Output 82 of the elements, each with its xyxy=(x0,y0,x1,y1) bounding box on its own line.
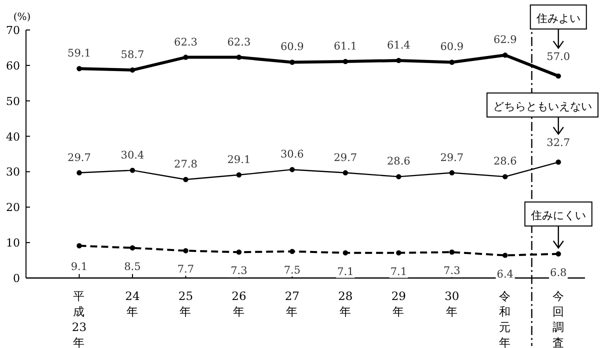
data-label: 30.6 xyxy=(280,148,304,161)
data-label: 7.3 xyxy=(444,265,460,278)
data-label: 29.1 xyxy=(227,154,251,166)
data-label: 58.7 xyxy=(120,49,144,62)
point xyxy=(396,174,402,180)
point xyxy=(502,52,508,58)
point xyxy=(290,248,295,254)
data-label: 60.9 xyxy=(280,41,304,54)
data-label: 61.1 xyxy=(334,40,358,53)
x-tick-label: 25年 xyxy=(178,289,194,318)
data-label: 6.8 xyxy=(550,266,567,279)
text: 住みにくい xyxy=(530,209,586,222)
point xyxy=(556,251,561,257)
x-tick-label: 29年 xyxy=(391,289,406,318)
y-tick-label: 40 xyxy=(6,130,20,144)
y-tick-label: 20 xyxy=(6,201,20,214)
point xyxy=(76,170,82,176)
data-label: 7.1 xyxy=(390,266,408,278)
data-label: 7.3 xyxy=(230,265,248,278)
data-label: 29.7 xyxy=(334,152,358,164)
point xyxy=(183,54,188,60)
y-tick-label: 50 xyxy=(6,94,20,108)
point xyxy=(236,250,242,255)
x-tick-label: 平成23年 xyxy=(72,289,87,348)
point xyxy=(342,170,348,176)
data-label: 28.6 xyxy=(386,156,411,168)
y-tick-label: 70 xyxy=(6,24,20,37)
data-label: 57.0 xyxy=(546,51,570,64)
data-label: 61.4 xyxy=(386,39,411,52)
point xyxy=(130,67,136,73)
data-label: 60.9 xyxy=(440,41,464,54)
point xyxy=(396,250,402,256)
point xyxy=(396,58,402,64)
data-label: 27.8 xyxy=(174,158,198,171)
point xyxy=(449,250,455,255)
y-tick-label: 0 xyxy=(13,272,20,285)
point xyxy=(130,168,136,173)
data-label: 29.7 xyxy=(68,152,91,164)
data-label: 6.4 xyxy=(496,268,514,280)
data-label: 7.1 xyxy=(337,266,354,278)
point xyxy=(236,172,242,178)
x-tick-label: 27年 xyxy=(284,289,300,318)
data-label: 32.7 xyxy=(546,137,570,150)
x-tick-label: 30年 xyxy=(444,289,460,318)
point xyxy=(449,60,455,65)
point xyxy=(502,174,508,180)
point xyxy=(502,252,508,258)
data-label: 9.1 xyxy=(70,261,88,273)
data-label: 28.6 xyxy=(493,156,518,168)
point xyxy=(183,176,188,182)
data-label: 8.5 xyxy=(124,261,141,273)
text: どちらともいえない xyxy=(493,100,592,113)
data-label: 62.3 xyxy=(227,36,251,48)
y-tick-label: 30 xyxy=(6,166,20,179)
data-label: 7.5 xyxy=(284,264,301,276)
point xyxy=(183,248,188,254)
point xyxy=(342,250,348,256)
x-tick-label: 今回調査 xyxy=(552,289,564,348)
point xyxy=(76,243,82,248)
point xyxy=(76,66,82,72)
data-label: 29.7 xyxy=(440,152,464,164)
point xyxy=(556,160,561,165)
data-label: 62.9 xyxy=(493,34,517,46)
x-tick-label: 24年 xyxy=(125,289,140,318)
point xyxy=(449,170,455,176)
x-tick-label: 令和元年 xyxy=(499,289,512,348)
point xyxy=(130,245,136,250)
text: 住みよい xyxy=(536,12,580,25)
data-label: 30.4 xyxy=(120,149,144,162)
point xyxy=(236,54,242,60)
point xyxy=(556,73,561,79)
data-label: 7.7 xyxy=(177,264,194,276)
data-label: 59.1 xyxy=(68,48,91,60)
point xyxy=(290,166,295,172)
point xyxy=(290,60,295,65)
y-tick-label: 60 xyxy=(6,59,20,72)
y-tick-label: 10 xyxy=(6,236,20,250)
y-axis-title: (%) xyxy=(13,12,31,23)
x-tick-label: 26年 xyxy=(232,289,246,318)
x-tick-label: 28年 xyxy=(338,289,353,318)
point xyxy=(342,58,348,64)
data-label: 62.3 xyxy=(174,36,198,48)
